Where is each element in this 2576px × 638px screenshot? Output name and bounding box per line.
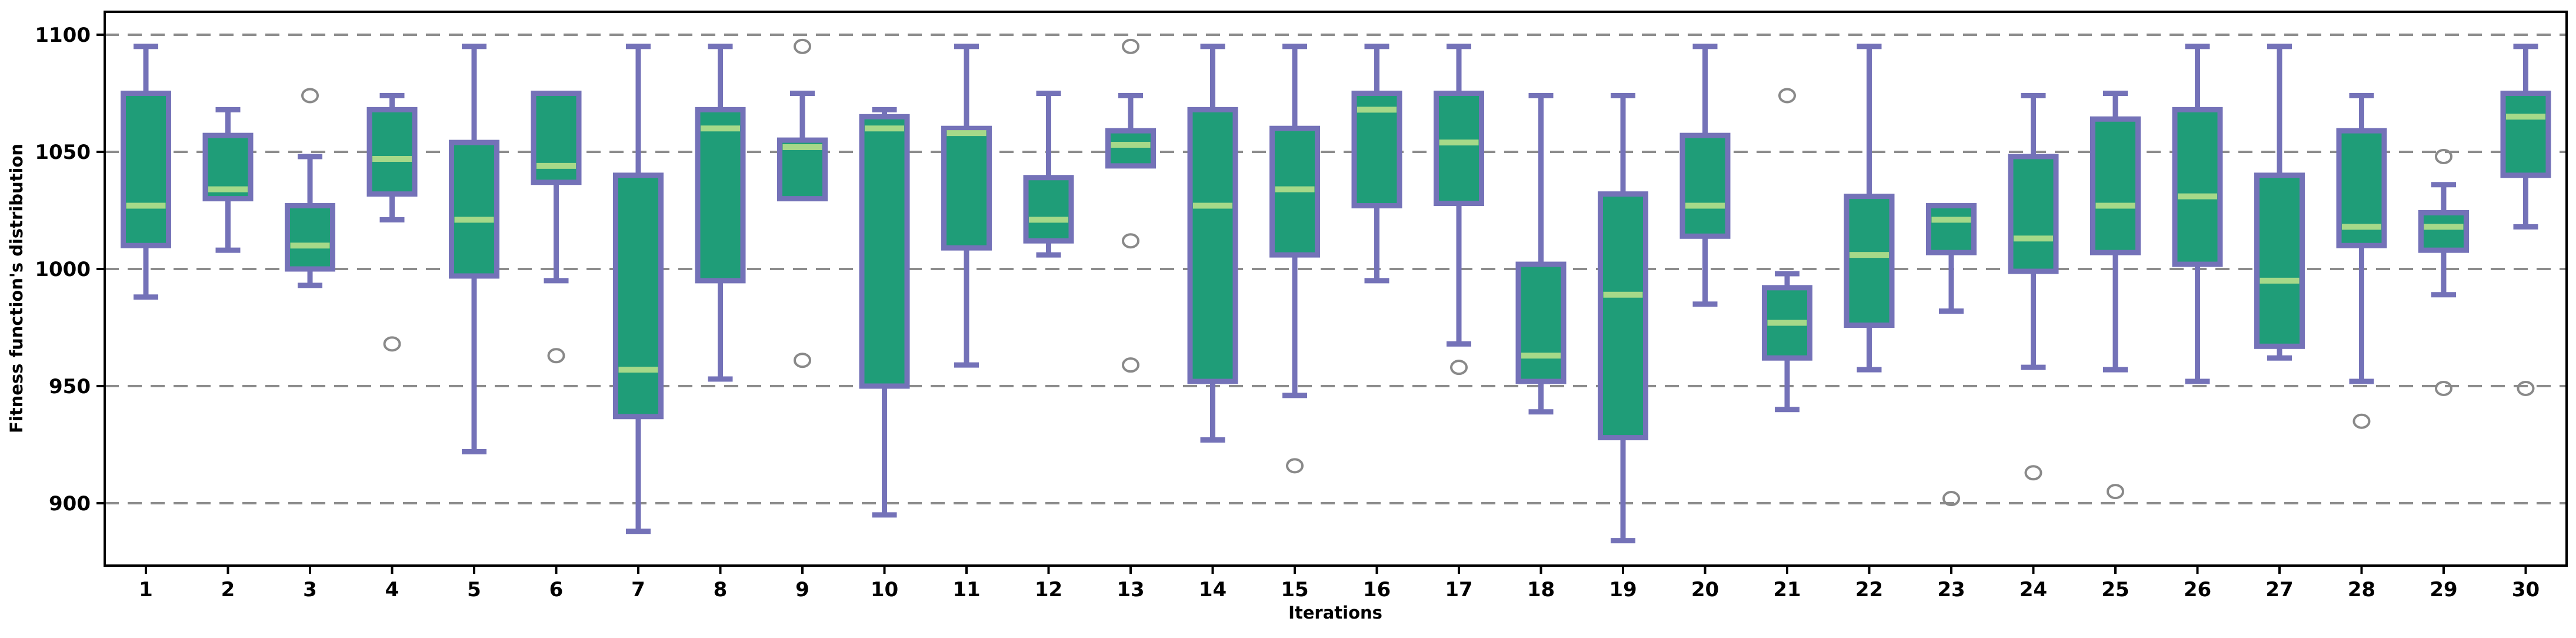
x-tick-label: 7 (631, 578, 645, 602)
x-tick-label: 29 (2430, 578, 2457, 602)
x-tick-label: 1 (139, 578, 153, 602)
iqr-box (2090, 116, 2141, 255)
outlier-point (2024, 465, 2042, 481)
x-tick-label: 9 (795, 578, 809, 602)
iqr-box (1926, 203, 1977, 255)
y-tick-label: 1000 (35, 258, 91, 281)
iqr-box (613, 172, 664, 420)
outlier-point (794, 353, 811, 368)
x-tick-label: 20 (1691, 578, 1719, 602)
x-tick-label: 25 (2101, 578, 2129, 602)
x-tick-label: 15 (1281, 578, 1308, 602)
x-tick-label: 5 (467, 578, 481, 602)
plot-border (104, 11, 2568, 567)
x-tick-label: 24 (2020, 578, 2047, 602)
outlier-point (2435, 148, 2452, 164)
outlier-point (2352, 413, 2371, 429)
x-tick-label: 14 (1199, 578, 1227, 602)
iqr-box (285, 203, 335, 272)
x-tick-label: 11 (952, 578, 980, 602)
x-tick-label: 3 (303, 578, 317, 602)
outlier-point (1778, 88, 1796, 104)
outlier-point (2517, 380, 2535, 396)
outlier-point (2107, 484, 2124, 500)
iqr-box (366, 107, 418, 197)
outlier-point (301, 88, 319, 104)
x-tick-label: 10 (871, 578, 898, 602)
x-axis-title: Iterations (1288, 603, 1382, 623)
x-tick-label: 23 (1937, 578, 1965, 602)
outlier-point (547, 348, 565, 364)
x-tick-label: 4 (385, 578, 399, 602)
x-tick-label: 8 (714, 578, 728, 602)
x-tick-label: 2 (221, 578, 235, 602)
x-tick-label: 16 (1363, 578, 1391, 602)
iqr-box (1434, 91, 1484, 207)
iqr-box (941, 125, 992, 251)
iqr-box (121, 91, 171, 248)
iqr-box (1598, 191, 1648, 441)
y-tick-label: 1050 (35, 141, 91, 164)
outlier-point (1122, 38, 1139, 54)
outlier-point (1122, 233, 1139, 249)
iqr-box (859, 114, 910, 389)
iqr-box (1844, 194, 1895, 328)
y-axis-title: Fitness function's distribution (6, 144, 26, 433)
outlier-point (2435, 380, 2452, 396)
iqr-box (1679, 132, 1731, 239)
outlier-point (1450, 360, 1468, 376)
outlier-point (794, 38, 811, 54)
x-tick-label: 21 (1773, 578, 1801, 602)
y-tick-label: 900 (49, 492, 91, 516)
iqr-box (2172, 107, 2223, 267)
outlier-point (383, 336, 401, 352)
iqr-box (2254, 172, 2305, 349)
x-tick-label: 6 (549, 578, 564, 602)
x-tick-label: 30 (2512, 578, 2540, 602)
y-tick-label: 1100 (35, 24, 91, 47)
x-tick-label: 19 (1609, 578, 1637, 602)
outlier-point (1942, 491, 1960, 507)
iqr-box (449, 139, 499, 279)
x-tick-label: 18 (1527, 578, 1555, 602)
iqr-box (1023, 175, 1074, 244)
x-tick-label: 17 (1445, 578, 1472, 602)
x-tick-label: 22 (1855, 578, 1883, 602)
x-tick-label: 26 (2184, 578, 2211, 602)
y-tick-label: 950 (49, 375, 91, 398)
x-tick-label: 27 (2265, 578, 2293, 602)
x-tick-label: 28 (2348, 578, 2375, 602)
iqr-box (2008, 154, 2059, 274)
iqr-box (1515, 261, 1567, 384)
outlier-point (1286, 458, 1304, 474)
boxes (121, 38, 2551, 544)
iqr-box (1187, 107, 1238, 384)
x-tick-label: 13 (1117, 578, 1144, 602)
iqr-box (1105, 128, 1156, 169)
iqr-box (531, 91, 582, 185)
iqr-box (2418, 210, 2469, 253)
x-tick-label: 12 (1035, 578, 1062, 602)
gridlines (105, 34, 2567, 504)
outlier-point (1122, 357, 1139, 373)
iqr-box (695, 107, 746, 284)
iqr-box (2500, 91, 2551, 178)
